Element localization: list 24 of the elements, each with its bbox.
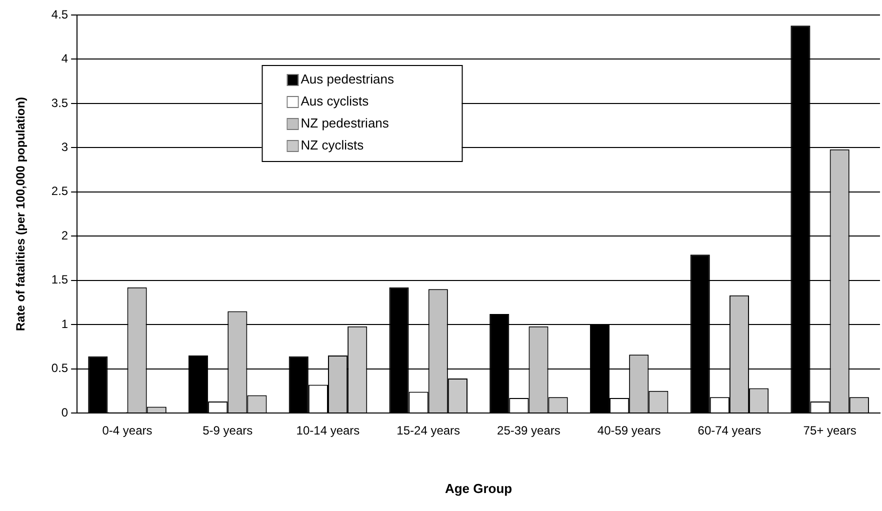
legend-label: NZ cyclists bbox=[300, 138, 364, 153]
y-tick-label: 4 bbox=[61, 52, 68, 66]
y-tick-label: 3 bbox=[61, 140, 68, 154]
x-tick-label: 60-74 years bbox=[698, 424, 762, 438]
y-tick-label: 0 bbox=[61, 405, 68, 420]
y-axis-title: Rate of fatalities (per 100,000 population) bbox=[14, 96, 28, 332]
x-axis-title: Age Group bbox=[444, 480, 512, 496]
x-tick-label: 75+ years bbox=[803, 424, 856, 438]
x-tick-label: 25-39 years bbox=[497, 424, 560, 438]
x-tick-label: 0-4 years bbox=[102, 424, 152, 438]
y-tick-label: 0.5 bbox=[51, 361, 68, 376]
y-tick-label: 1 bbox=[61, 316, 68, 331]
x-tick-label: 10-14 years bbox=[296, 424, 360, 438]
y-tick-label: 4.5 bbox=[51, 7, 68, 22]
y-tick-label: 1.5 bbox=[51, 272, 68, 287]
x-tick-label: 40-59 years bbox=[597, 424, 661, 438]
x-tick-label: 5-9 years bbox=[202, 424, 253, 438]
legend-label: Aus pedestrians bbox=[300, 72, 394, 87]
legend-label: Aus cyclists bbox=[300, 94, 370, 109]
x-tick-label: 15-24 years bbox=[396, 424, 460, 438]
y-tick-label: 3.5 bbox=[51, 96, 68, 110]
y-tick-label: 2 bbox=[61, 228, 68, 242]
y-tick-label: 2.5 bbox=[51, 184, 68, 198]
legend-label: NZ pedestrians bbox=[300, 116, 390, 131]
